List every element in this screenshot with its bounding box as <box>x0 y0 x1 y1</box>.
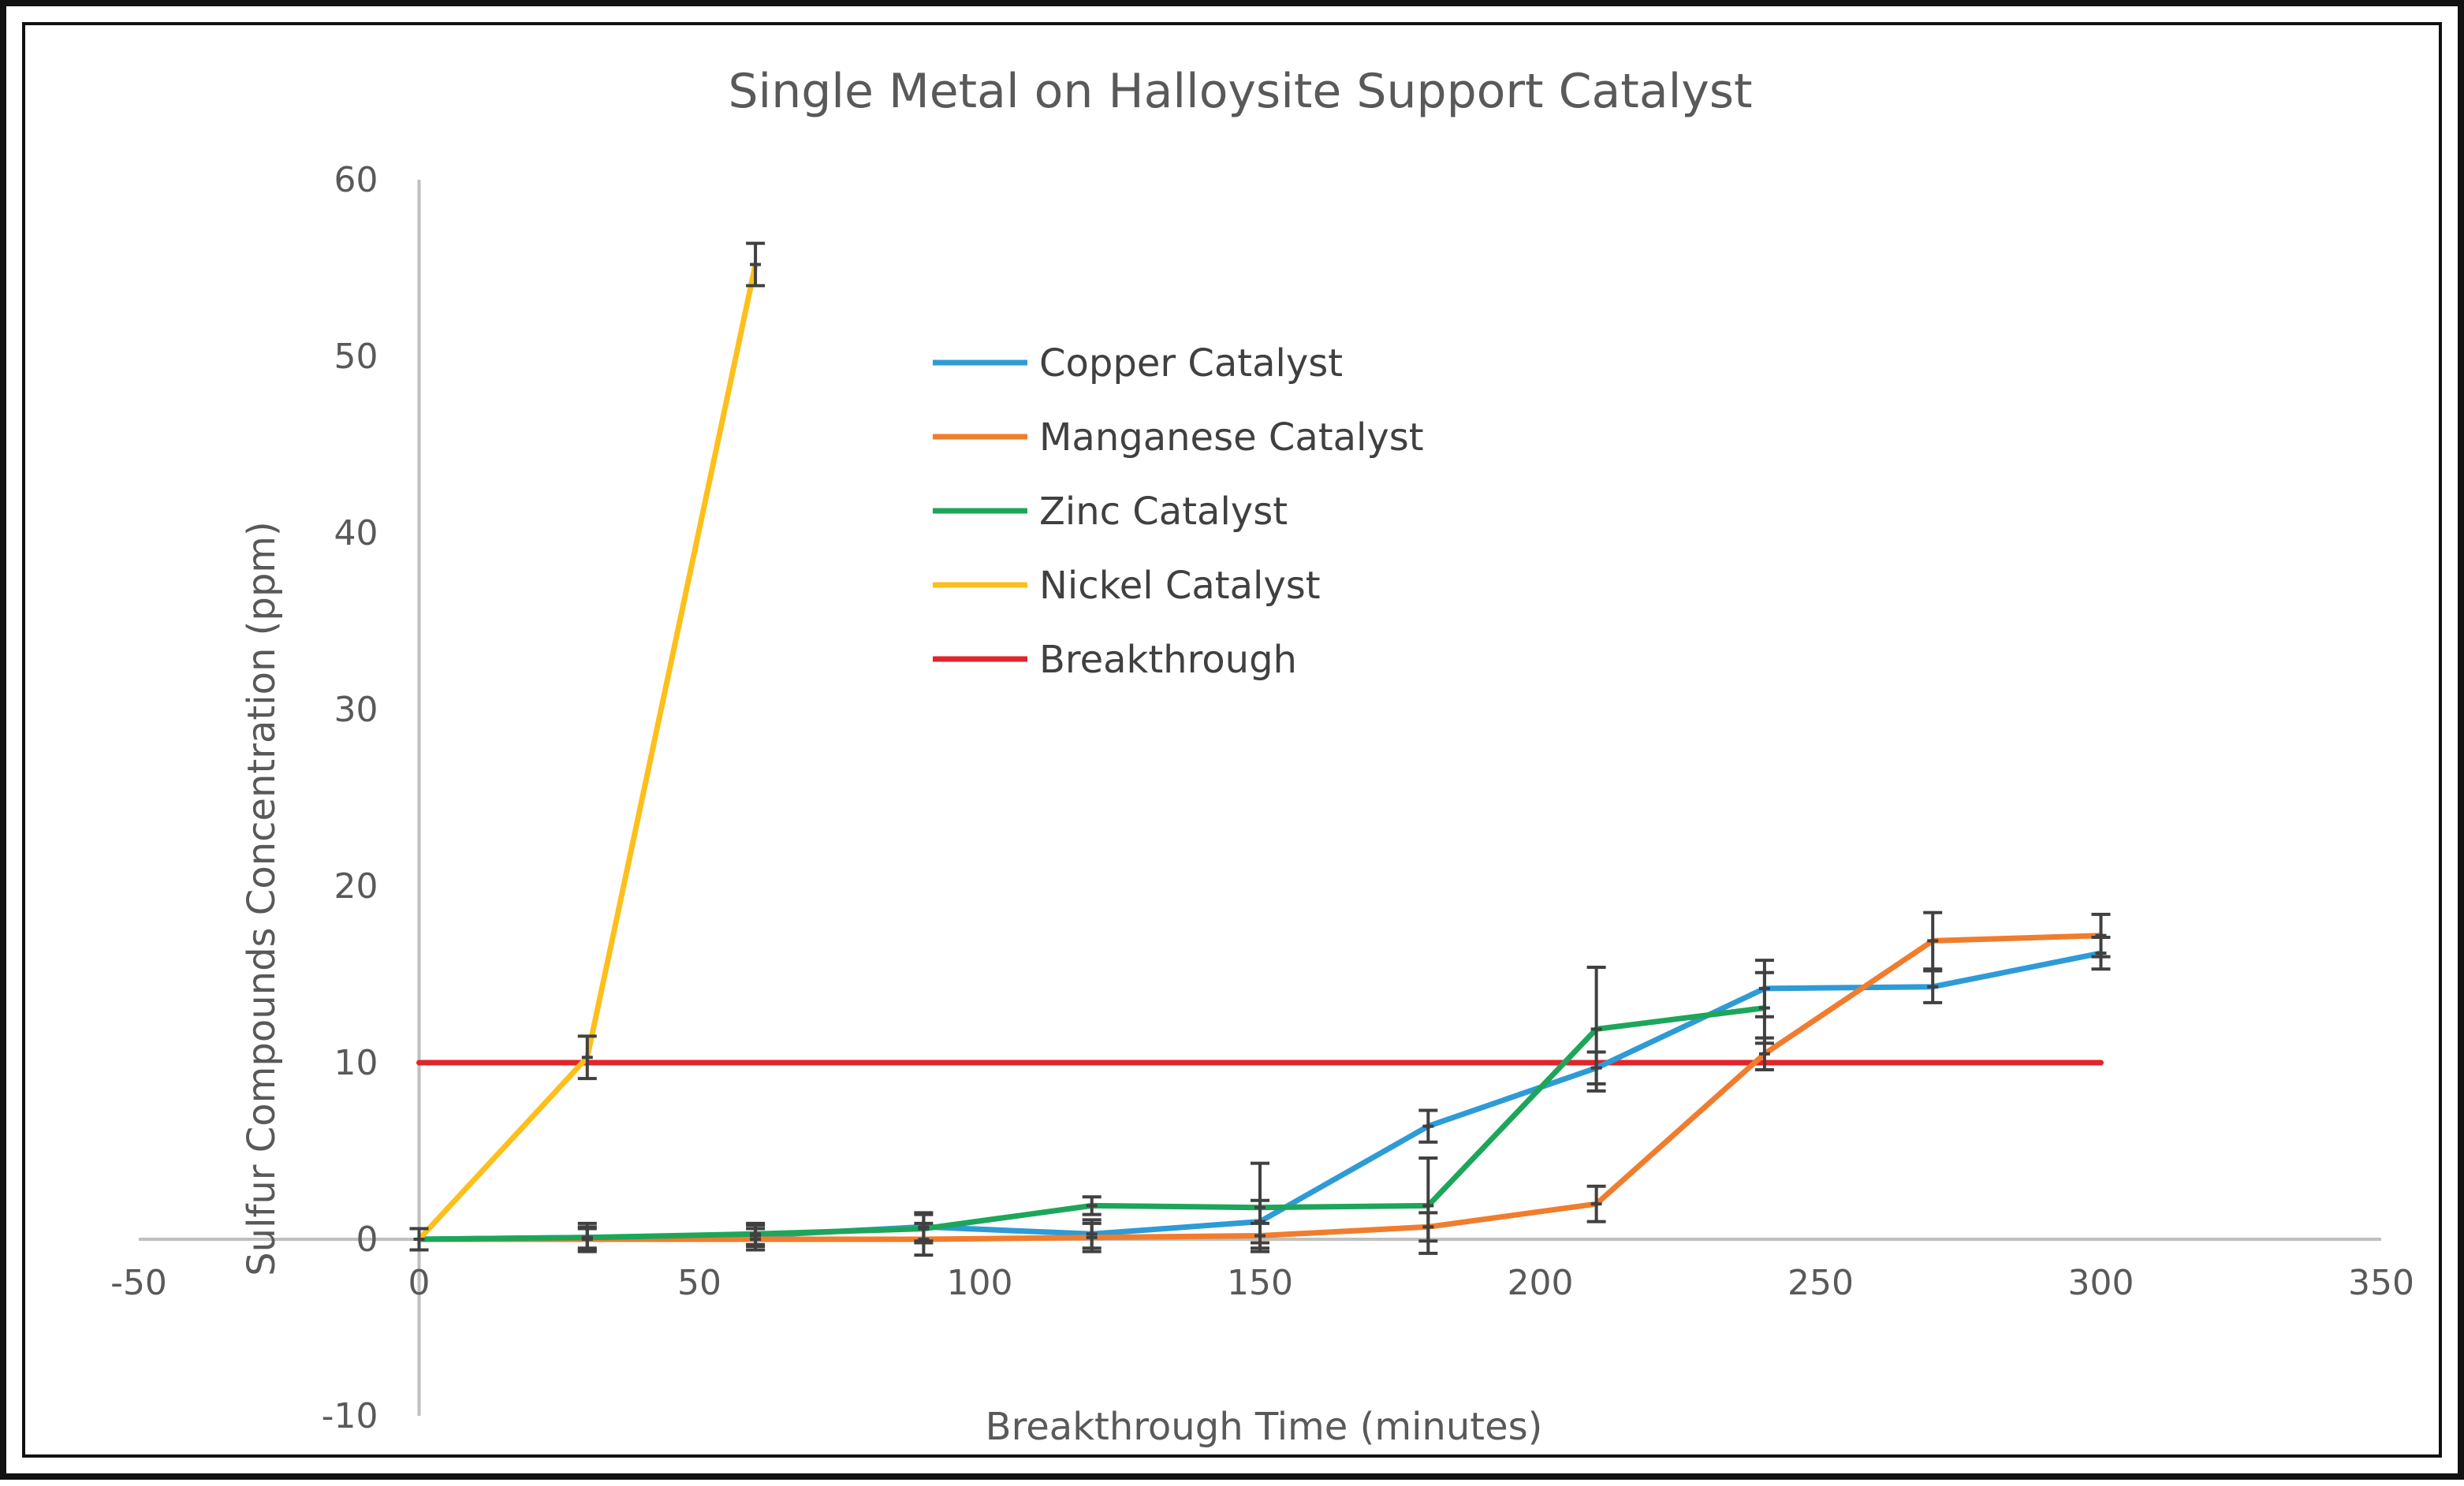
x-tick-label: 150 <box>1227 1263 1293 1303</box>
error-bar-zinc-catalyst <box>1754 970 1774 1045</box>
y-tick-label: 20 <box>334 866 378 907</box>
x-tick-label: 250 <box>1787 1263 1854 1303</box>
y-axis-title: Sulfur Compounds Concentration (ppm) <box>240 521 284 1276</box>
legend-label: Zinc Catalyst <box>1039 490 1288 534</box>
x-axis-title: Breakthrough Time (minutes) <box>986 1405 1543 1449</box>
line-chart: Single Metal on Halloysite Support Catal… <box>110 64 2414 1449</box>
legend-label: Breakthrough <box>1039 638 1297 682</box>
chart-title: Single Metal on Halloysite Support Catal… <box>728 64 1752 119</box>
series-line-nickel-catalyst <box>416 262 759 1242</box>
error-bar-copper-catalyst <box>1418 1108 1438 1144</box>
y-tick-label: 30 <box>334 690 378 730</box>
error-bar-nickel-catalyst <box>409 1227 429 1252</box>
legend-item-copper-catalyst: Copper Catalyst <box>933 341 1343 385</box>
legend-item-breakthrough: Breakthrough <box>933 638 1297 682</box>
legend-item-zinc-catalyst: Zinc Catalyst <box>933 490 1288 534</box>
x-tick-label: 350 <box>2348 1263 2414 1303</box>
y-tick-label: 50 <box>334 337 378 377</box>
error-bar-zinc-catalyst <box>914 1212 934 1245</box>
x-tick-label: 50 <box>677 1263 721 1303</box>
error-bar-zinc-catalyst <box>746 1221 766 1246</box>
x-tick-label: 300 <box>2068 1263 2134 1303</box>
error-bar-manganese-catalyst <box>1586 1184 1606 1223</box>
x-tick-label: 200 <box>1508 1263 1574 1303</box>
y-tick-label: 40 <box>334 513 378 553</box>
x-tick-label: 0 <box>408 1263 431 1303</box>
legend-label: Nickel Catalyst <box>1039 564 1321 608</box>
y-tick-label: 0 <box>356 1220 378 1260</box>
error-bar-manganese-catalyst <box>1082 1221 1102 1253</box>
legend-label: Copper Catalyst <box>1039 341 1343 385</box>
error-bar-manganese-catalyst <box>1923 911 1943 971</box>
legend-item-manganese-catalyst: Manganese Catalyst <box>933 415 1424 460</box>
error-bar-manganese-catalyst <box>2091 912 2111 959</box>
legend: Copper Catalyst Manganese Catalyst Zinc Ca… <box>933 341 1424 682</box>
legend-label: Manganese Catalyst <box>1039 415 1424 460</box>
legend-item-nickel-catalyst: Nickel Catalyst <box>933 564 1321 608</box>
error-bar-nickel-catalyst <box>746 241 766 288</box>
series-layer <box>416 262 2104 1242</box>
error-bar-zinc-catalyst <box>1586 966 1606 1093</box>
y-tick-label: 60 <box>334 160 378 200</box>
error-bar-nickel-catalyst <box>577 1034 597 1081</box>
error-bar-zinc-catalyst <box>1082 1195 1102 1216</box>
error-bar-zinc-catalyst <box>1418 1156 1438 1255</box>
y-tick-label: -10 <box>322 1396 378 1436</box>
errorbar-layer <box>409 241 2111 1257</box>
error-bar-zinc-catalyst <box>577 1225 597 1250</box>
error-bar-zinc-catalyst <box>1251 1161 1269 1253</box>
error-bar-copper-catalyst <box>1923 969 1943 1004</box>
y-tick-label: 10 <box>334 1043 378 1083</box>
x-tick-label: 100 <box>947 1263 1013 1303</box>
x-tick-label: -50 <box>110 1263 167 1303</box>
axes-layer: -50 0 50 100 150 200 250 300 350 -10 0 10 20 30 40 50 60 <box>110 160 2414 1436</box>
